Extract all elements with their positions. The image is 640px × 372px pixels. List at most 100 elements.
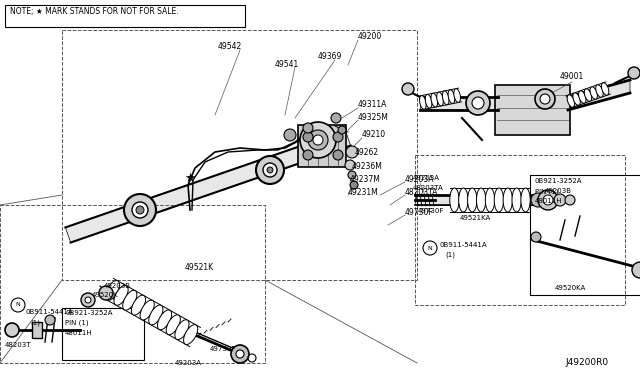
- Circle shape: [538, 190, 558, 210]
- Circle shape: [308, 130, 328, 150]
- Ellipse shape: [468, 188, 477, 212]
- Circle shape: [466, 91, 490, 115]
- Ellipse shape: [184, 325, 198, 344]
- Text: 49236M: 49236M: [352, 162, 383, 171]
- Bar: [530, 175, 640, 295]
- Text: 49200: 49200: [358, 32, 382, 41]
- Bar: [420, 97, 498, 110]
- Ellipse shape: [105, 280, 120, 300]
- Text: 49369: 49369: [318, 52, 342, 61]
- Ellipse shape: [450, 188, 459, 212]
- Polygon shape: [65, 131, 351, 243]
- Text: 48203T: 48203T: [5, 342, 31, 348]
- Circle shape: [628, 67, 640, 79]
- Circle shape: [136, 206, 144, 214]
- Circle shape: [303, 132, 313, 142]
- Text: 49203A: 49203A: [413, 175, 440, 181]
- Text: NOTE; ★ MARK STANDS FOR NOT FOR SALE.: NOTE; ★ MARK STANDS FOR NOT FOR SALE.: [10, 7, 179, 16]
- Text: 0B911-5441A: 0B911-5441A: [25, 309, 72, 315]
- Circle shape: [132, 202, 148, 218]
- Text: PIN (1): PIN (1): [535, 188, 559, 195]
- Ellipse shape: [485, 188, 495, 212]
- Circle shape: [303, 123, 313, 133]
- Ellipse shape: [584, 89, 592, 101]
- Text: 49521K: 49521K: [185, 263, 214, 272]
- Text: 49521KA: 49521KA: [460, 215, 492, 221]
- Ellipse shape: [503, 188, 513, 212]
- Ellipse shape: [425, 94, 432, 108]
- Text: ★: ★: [184, 171, 196, 185]
- Bar: [0, 205, 265, 363]
- Ellipse shape: [512, 188, 522, 212]
- Circle shape: [565, 195, 575, 205]
- Bar: [5, 5, 245, 27]
- Bar: [495, 85, 570, 135]
- Text: 49520KA: 49520KA: [555, 285, 586, 291]
- Ellipse shape: [157, 310, 172, 330]
- Circle shape: [81, 293, 95, 307]
- Ellipse shape: [579, 91, 586, 103]
- Circle shape: [338, 126, 346, 134]
- Text: 48203TA: 48203TA: [413, 185, 444, 191]
- Text: 0B921-3252A: 0B921-3252A: [535, 178, 582, 184]
- Text: 49001: 49001: [560, 72, 584, 81]
- Circle shape: [85, 297, 91, 303]
- Circle shape: [346, 146, 358, 158]
- Ellipse shape: [436, 92, 444, 106]
- Text: N: N: [428, 246, 433, 250]
- Circle shape: [231, 345, 249, 363]
- Circle shape: [531, 193, 545, 207]
- Ellipse shape: [602, 83, 609, 95]
- Text: 0B921-3252A: 0B921-3252A: [65, 310, 113, 316]
- Text: 48203TA: 48203TA: [405, 188, 438, 197]
- Circle shape: [256, 156, 284, 184]
- Circle shape: [5, 323, 19, 337]
- Bar: [32, 322, 42, 338]
- Text: 49541: 49541: [275, 60, 300, 69]
- Circle shape: [267, 167, 273, 173]
- Ellipse shape: [140, 300, 154, 320]
- Text: (1): (1): [30, 319, 40, 326]
- Ellipse shape: [476, 188, 486, 212]
- Ellipse shape: [454, 89, 460, 102]
- Circle shape: [402, 83, 414, 95]
- Text: N: N: [15, 302, 20, 308]
- Circle shape: [333, 132, 343, 142]
- Circle shape: [345, 160, 355, 170]
- Ellipse shape: [123, 290, 137, 310]
- Circle shape: [348, 171, 356, 179]
- Text: 49730F: 49730F: [418, 208, 444, 214]
- Ellipse shape: [148, 305, 163, 325]
- Text: 49730F: 49730F: [210, 346, 236, 352]
- Ellipse shape: [131, 295, 145, 315]
- Ellipse shape: [521, 188, 530, 212]
- Circle shape: [303, 150, 313, 160]
- Circle shape: [45, 315, 55, 325]
- Ellipse shape: [573, 93, 580, 105]
- Circle shape: [632, 262, 640, 278]
- Bar: [62, 308, 144, 360]
- Ellipse shape: [567, 95, 575, 107]
- Text: 49542: 49542: [218, 42, 243, 51]
- Text: 49325M: 49325M: [358, 113, 389, 122]
- Circle shape: [263, 163, 277, 177]
- Bar: [62, 30, 417, 280]
- Circle shape: [124, 194, 156, 226]
- Text: 48011H: 48011H: [535, 198, 563, 204]
- Ellipse shape: [590, 87, 597, 99]
- Text: 49311A: 49311A: [358, 100, 387, 109]
- Bar: [415, 195, 545, 205]
- Polygon shape: [568, 80, 630, 110]
- Ellipse shape: [459, 188, 468, 212]
- Text: 49203A: 49203A: [405, 175, 435, 184]
- Ellipse shape: [431, 93, 438, 107]
- Circle shape: [331, 113, 341, 123]
- Text: 49237M: 49237M: [350, 175, 381, 184]
- Ellipse shape: [448, 90, 455, 104]
- Circle shape: [543, 195, 553, 205]
- Text: 49520K: 49520K: [92, 292, 118, 298]
- Text: 49231M: 49231M: [348, 188, 379, 197]
- Text: 49203A: 49203A: [175, 360, 202, 366]
- Text: 49262: 49262: [355, 148, 379, 157]
- Ellipse shape: [494, 188, 504, 212]
